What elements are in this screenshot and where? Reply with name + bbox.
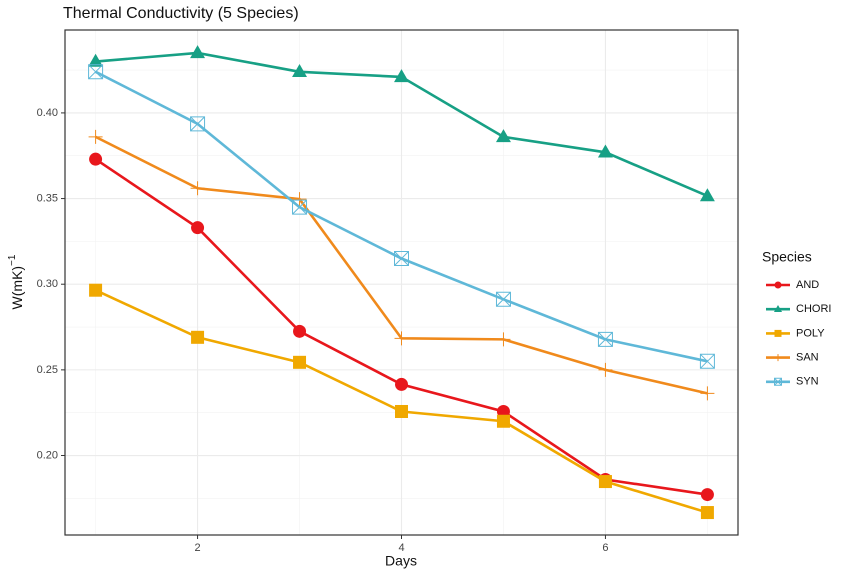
y-axis-title-sup: −1 [7, 254, 18, 266]
point [88, 129, 103, 144]
plot-border [64, 29, 739, 536]
legend-label: POLY [796, 327, 825, 339]
point [190, 45, 206, 59]
point [394, 331, 409, 346]
legend-label: SYN [796, 376, 819, 388]
point [699, 188, 715, 202]
point [88, 53, 104, 67]
y-tick-label: 0.40 [37, 107, 58, 119]
point [598, 362, 613, 377]
series [88, 64, 715, 369]
point [395, 404, 408, 418]
grid [65, 30, 738, 535]
point [394, 251, 409, 267]
legend-label: AND [796, 279, 819, 291]
point [89, 283, 103, 297]
point [496, 414, 510, 428]
point [191, 221, 205, 235]
point [89, 152, 103, 166]
point [597, 144, 613, 158]
series [89, 283, 714, 520]
point [190, 181, 205, 196]
point [292, 192, 307, 207]
point [496, 404, 510, 418]
point [495, 291, 511, 307]
x-tick-label: 6 [602, 542, 608, 554]
point [190, 116, 206, 132]
legend-title: Species [762, 249, 812, 265]
y-axis-title: W(mK)−1 [7, 254, 25, 309]
point [395, 377, 408, 391]
x-axis-title: Days [385, 553, 417, 569]
point [700, 488, 714, 502]
x-tick-label: 4 [398, 542, 404, 554]
y-tick-label: 0.20 [37, 449, 58, 461]
y-axis-title-main: W(mK) [9, 266, 25, 310]
legend-label: CHORI [796, 303, 831, 315]
point [699, 353, 715, 369]
point [88, 64, 104, 80]
y-tick-label: 0.25 [37, 364, 58, 376]
point [292, 199, 308, 215]
point [293, 324, 307, 338]
legend-key-marker [774, 329, 782, 337]
series [88, 129, 715, 401]
legend-label: SAN [796, 352, 819, 364]
point [293, 355, 307, 369]
point [700, 506, 714, 520]
point [700, 386, 715, 401]
series [88, 45, 715, 202]
point [496, 332, 511, 347]
point [495, 129, 511, 143]
legend-key-marker [774, 354, 782, 362]
legend-key-marker [774, 281, 782, 289]
legend-key-marker [773, 305, 783, 312]
point [597, 331, 613, 347]
y-tick-label: 0.35 [37, 192, 58, 204]
point [191, 330, 205, 344]
x-tick-label: 2 [194, 542, 200, 554]
point [598, 475, 612, 489]
point [394, 69, 409, 83]
chart-title: Thermal Conductivity (5 Species) [63, 5, 299, 22]
legend-key-marker [774, 377, 782, 386]
y-tick-label: 0.30 [37, 278, 58, 290]
point [292, 63, 308, 77]
